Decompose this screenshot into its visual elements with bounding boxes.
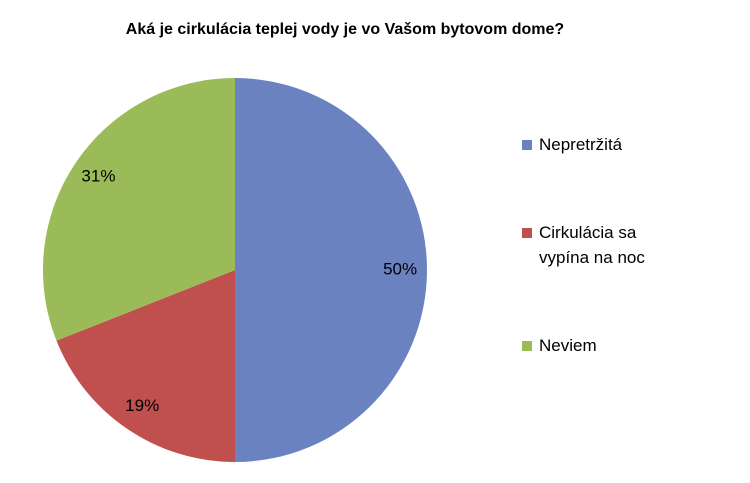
pie-slice <box>43 78 236 341</box>
legend-item: Neviem <box>520 333 720 358</box>
data-label: 19% <box>125 396 159 415</box>
data-label: 50% <box>383 259 417 278</box>
pie-slice <box>56 270 236 462</box>
legend-swatch <box>522 227 532 238</box>
chart-title: Aká je cirkulácia teplej vody je vo Vašo… <box>126 21 564 38</box>
pie-slice <box>235 78 427 462</box>
data-label: 31% <box>81 167 115 186</box>
legend-swatch <box>522 139 532 150</box>
legend-swatch <box>522 341 532 352</box>
legend-label: Nepretržitá <box>539 134 623 154</box>
legend-item: Nepretržitá <box>520 132 720 157</box>
legend-label: Neviem <box>539 336 597 356</box>
legend-label: Cirkulácia sa vypína na noc <box>539 222 645 267</box>
legend: Nepretržitá Cirkulácia sa vypína na noc Ne… <box>520 100 720 390</box>
legend-item: Cirkulácia sa vypína na noc <box>520 220 720 270</box>
